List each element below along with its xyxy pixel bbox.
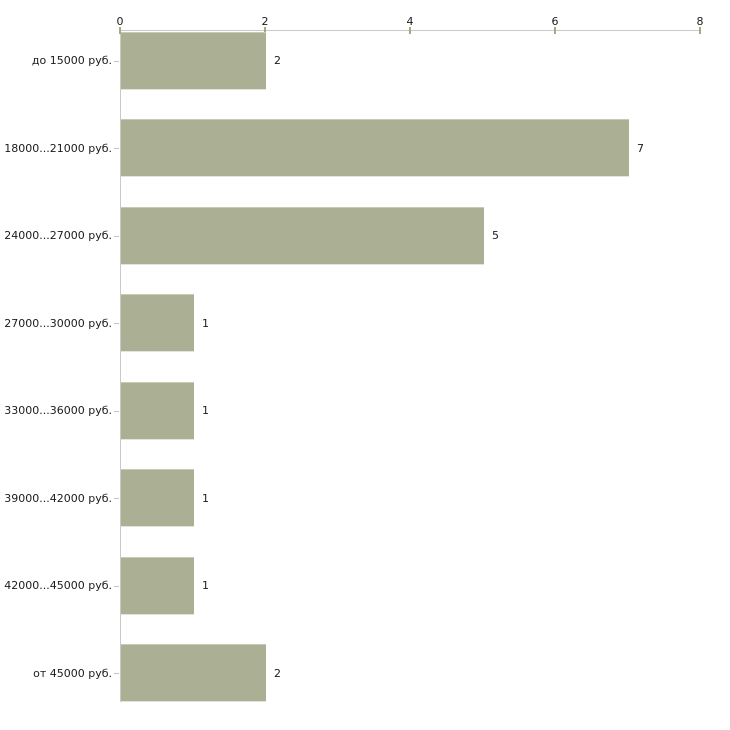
- y-axis-line: [120, 30, 121, 702]
- category-label: 27000...30000 руб.: [4, 317, 112, 330]
- category-label: 24000...27000 руб.: [4, 229, 112, 242]
- bar: [121, 557, 194, 615]
- bar: [121, 119, 629, 177]
- category-tick: [114, 61, 119, 62]
- bar: [121, 207, 484, 265]
- bar-value-label: 2: [274, 54, 281, 67]
- bar-value-label: 1: [202, 579, 209, 592]
- category-tick: [114, 586, 119, 587]
- x-axis-tick: [699, 27, 701, 34]
- bar-value-label: 7: [637, 142, 644, 155]
- x-axis-tick: [119, 27, 121, 34]
- bar-value-label: 5: [492, 229, 499, 242]
- x-axis-tick-label: 8: [696, 15, 704, 28]
- x-axis-tick: [264, 27, 266, 34]
- category-tick: [114, 323, 119, 324]
- category-tick: [114, 236, 119, 237]
- category-label: 33000...36000 руб.: [4, 404, 112, 417]
- category-label: 18000...21000 руб.: [4, 142, 112, 155]
- bar: [121, 644, 266, 702]
- category-label: до 15000 руб.: [31, 54, 112, 67]
- category-tick: [114, 411, 119, 412]
- x-axis-tick-label: 4: [406, 15, 414, 28]
- category-label: 42000...45000 руб.: [4, 579, 112, 592]
- bar: [121, 32, 266, 90]
- bar-value-label: 1: [202, 317, 209, 330]
- category-label: 39000...42000 руб.: [4, 492, 112, 505]
- bar-value-label: 1: [202, 492, 209, 505]
- x-axis-tick-label: 0: [116, 15, 124, 28]
- x-axis-tick: [409, 27, 411, 34]
- category-label: от 45000 руб.: [33, 667, 112, 680]
- category-tick: [114, 148, 119, 149]
- bar-value-label: 1: [202, 404, 209, 417]
- category-tick: [114, 673, 119, 674]
- bar-value-label: 2: [274, 667, 281, 680]
- category-tick: [114, 498, 119, 499]
- x-axis-tick-label: 2: [261, 15, 269, 28]
- x-axis-tick: [554, 27, 556, 34]
- bar: [121, 294, 194, 352]
- bar: [121, 469, 194, 527]
- bar: [121, 382, 194, 440]
- x-axis-tick-label: 6: [551, 15, 559, 28]
